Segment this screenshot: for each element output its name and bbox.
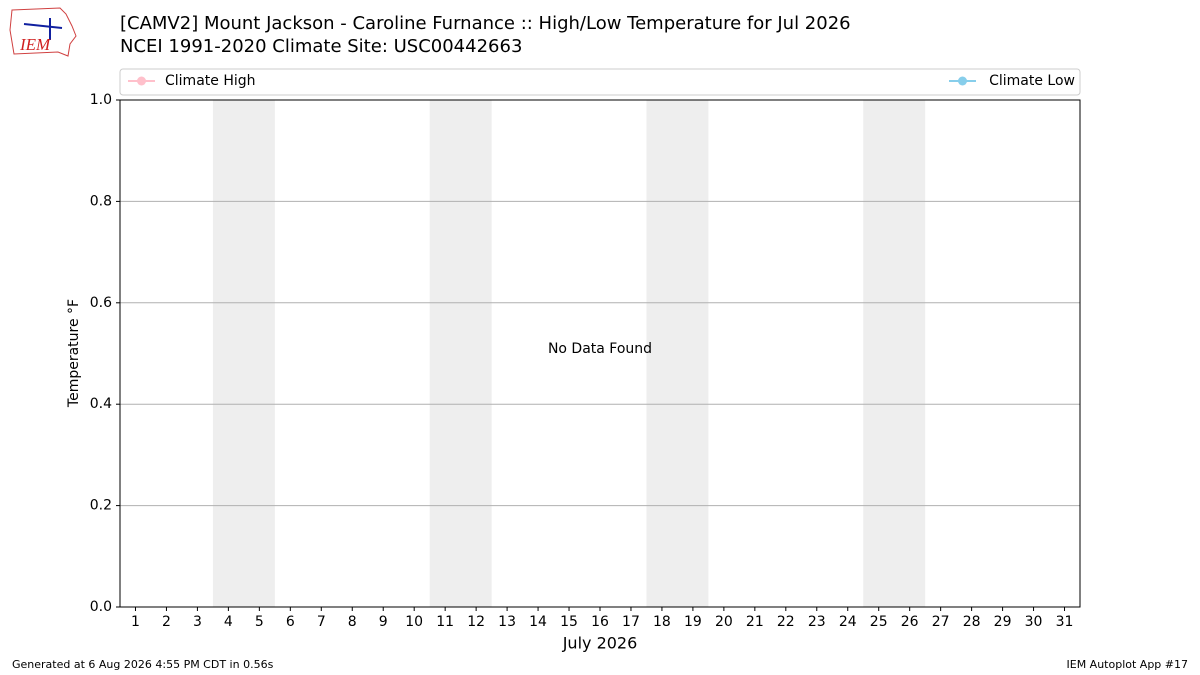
x-tick-label: 20 bbox=[715, 614, 733, 630]
x-tick-label: 6 bbox=[286, 614, 295, 630]
x-tick-label: 9 bbox=[379, 614, 388, 630]
legend-label: Climate High bbox=[165, 73, 256, 89]
legend-box bbox=[119, 68, 1081, 96]
y-tick-label: 0.8 bbox=[90, 193, 112, 209]
weekend-shade bbox=[863, 100, 926, 607]
x-tick-label: 14 bbox=[529, 614, 547, 630]
x-tick-label: 19 bbox=[684, 614, 702, 630]
x-tick-label: 27 bbox=[932, 614, 950, 630]
plot-background bbox=[120, 99, 1080, 608]
x-tick-label: 4 bbox=[224, 614, 233, 630]
x-tick-label: 23 bbox=[808, 614, 826, 630]
x-tick-label: 10 bbox=[405, 614, 423, 630]
chart-title: [CAMV2] Mount Jackson - Caroline Furnanc… bbox=[120, 13, 851, 34]
weekend-shade bbox=[212, 100, 275, 607]
x-tick-label: 3 bbox=[193, 614, 202, 630]
x-tick-label: 15 bbox=[560, 614, 578, 630]
legend-label: Climate Low bbox=[989, 73, 1075, 89]
y-tick-label: 0.6 bbox=[90, 295, 112, 311]
x-tick-label: 25 bbox=[870, 614, 888, 630]
x-tick-label: 21 bbox=[746, 614, 764, 630]
x-axis-label: July 2026 bbox=[562, 634, 638, 653]
x-tick-label: 30 bbox=[1025, 614, 1043, 630]
logo-bar bbox=[23, 23, 63, 29]
y-tick-label: 0.4 bbox=[90, 396, 112, 412]
x-tick-label: 5 bbox=[255, 614, 264, 630]
x-tick-label: 29 bbox=[994, 614, 1012, 630]
logo: IEM bbox=[9, 7, 77, 57]
x-tick-label: 13 bbox=[498, 614, 516, 630]
x-tick-label: 18 bbox=[653, 614, 671, 630]
chart-subtitle: NCEI 1991-2020 Climate Site: USC00442663 bbox=[120, 36, 522, 57]
x-tick-label: 2 bbox=[162, 614, 171, 630]
x-tick-label: 28 bbox=[963, 614, 981, 630]
logo-text: IEM bbox=[19, 35, 51, 54]
x-tick-label: 12 bbox=[467, 614, 485, 630]
x-tick-label: 11 bbox=[436, 614, 454, 630]
x-tick-label: 16 bbox=[591, 614, 609, 630]
annotation: No Data Found bbox=[548, 341, 652, 357]
x-tick-label: 22 bbox=[777, 614, 795, 630]
x-tick-label: 8 bbox=[348, 614, 357, 630]
y-axis-label: Temperature °F bbox=[66, 299, 82, 408]
footer-right: IEM Autoplot App #17 bbox=[1067, 658, 1189, 671]
plot-frame bbox=[119, 99, 1081, 608]
weekend-shade bbox=[646, 100, 709, 607]
x-tick-label: 31 bbox=[1056, 614, 1074, 630]
y-tick-label: 1.0 bbox=[90, 92, 112, 108]
logo-outline bbox=[9, 7, 77, 57]
x-tick-label: 1 bbox=[131, 614, 140, 630]
x-tick-label: 24 bbox=[839, 614, 857, 630]
legend-marker bbox=[958, 76, 967, 86]
weekend-shade bbox=[429, 100, 492, 607]
x-tick-label: 17 bbox=[622, 614, 640, 630]
y-tick-label: 0.0 bbox=[90, 599, 112, 615]
x-tick-label: 26 bbox=[901, 614, 919, 630]
x-tick-label: 7 bbox=[317, 614, 326, 630]
footer-left: Generated at 6 Aug 2026 4:55 PM CDT in 0… bbox=[12, 658, 274, 671]
y-tick-label: 0.2 bbox=[90, 498, 112, 514]
legend-marker bbox=[137, 76, 146, 86]
